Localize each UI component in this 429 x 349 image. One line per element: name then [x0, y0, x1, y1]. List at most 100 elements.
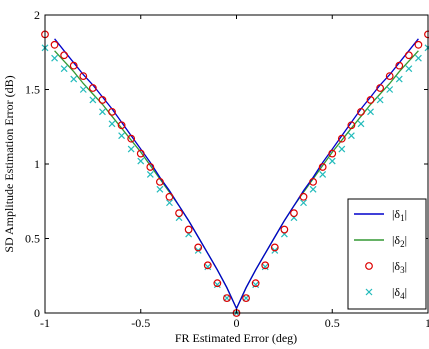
- point-stroke: [242, 294, 250, 302]
- point-s3: [395, 61, 404, 70]
- point-stroke: [367, 108, 374, 116]
- point-s4: [328, 157, 336, 165]
- point-s4: [137, 157, 145, 165]
- point-s3: [328, 149, 337, 158]
- legend-marker-s4: [365, 288, 373, 296]
- point-s3: [299, 192, 308, 201]
- legend-marker-s3: [365, 262, 373, 270]
- series-layer: [41, 30, 429, 317]
- point-stroke: [252, 281, 260, 289]
- point-s4: [89, 96, 97, 104]
- point-stroke: [137, 157, 145, 165]
- point-stroke: [166, 199, 173, 207]
- point-s4: [242, 294, 250, 302]
- point-s3: [127, 134, 136, 143]
- point-s4: [127, 145, 135, 153]
- point-s3: [242, 294, 250, 303]
- x-tick-label: 0.5: [325, 316, 340, 330]
- point-s3: [175, 209, 183, 218]
- x-tick-label: 1: [425, 316, 429, 330]
- point-s3: [50, 40, 59, 49]
- legend-label-s1: |δ1|: [392, 207, 407, 223]
- point-s4: [261, 263, 269, 271]
- point-s3: [404, 51, 413, 60]
- point-s4: [79, 86, 87, 93]
- point-s4: [386, 86, 394, 93]
- point-s4: [252, 281, 260, 289]
- point-s4: [347, 132, 355, 140]
- point-s4: [376, 96, 384, 104]
- point-stroke: [108, 120, 116, 128]
- point-s3: [290, 209, 298, 218]
- x-tick-label: -0.5: [131, 316, 150, 330]
- point-s4: [213, 281, 221, 289]
- point-s4: [357, 120, 365, 128]
- point-s3: [376, 84, 385, 92]
- point-stroke: [127, 145, 135, 153]
- point-s4: [108, 120, 116, 128]
- point-s3: [385, 72, 394, 80]
- point-s3: [136, 149, 145, 158]
- point-s4: [395, 75, 403, 83]
- x-tick-label: -1: [40, 316, 50, 330]
- point-s4: [309, 185, 317, 193]
- point-s3: [79, 72, 88, 80]
- point-s3: [184, 225, 193, 234]
- point-stroke: [118, 132, 126, 140]
- point-s4: [99, 108, 106, 116]
- point-s3: [318, 163, 327, 171]
- point-s3: [155, 177, 164, 186]
- x-tick-label: 0: [234, 316, 240, 330]
- point-s3: [69, 61, 78, 70]
- point-stroke: [386, 86, 394, 93]
- point-s3: [357, 107, 365, 116]
- point-s4: [405, 65, 413, 73]
- point-s4: [204, 263, 212, 271]
- point-s3: [366, 96, 375, 104]
- point-s3: [251, 279, 260, 288]
- y-tick-label: 1: [34, 157, 40, 171]
- y-axis-label: SD Amplitude Estimation Error (dB): [2, 75, 16, 252]
- point-s3: [117, 121, 126, 130]
- point-stroke: [213, 281, 221, 289]
- point-stroke: [319, 171, 327, 178]
- ticks-layer: -1 -0.5 0 0.5 1 0 0.5 1 1.5 2: [25, 8, 429, 330]
- plot-frame: [44, 14, 429, 314]
- point-s4: [70, 75, 78, 83]
- point-stroke: [70, 75, 78, 83]
- point-s3: [223, 294, 231, 303]
- point-s4: [118, 132, 126, 140]
- point-stroke: [156, 185, 164, 193]
- y-tick-label: 1.5: [25, 83, 40, 97]
- point-s4: [60, 65, 68, 73]
- point-stroke: [204, 263, 212, 271]
- point-s3: [414, 40, 423, 49]
- point-s4: [223, 294, 231, 302]
- point-s3: [98, 96, 107, 104]
- legend-label-s2: |δ2|: [392, 233, 407, 249]
- point-stroke: [395, 75, 403, 83]
- point-s4: [51, 54, 58, 62]
- point-s3: [203, 261, 212, 270]
- point-stroke: [89, 96, 97, 104]
- point-s3: [347, 121, 356, 130]
- point-s3: [146, 163, 155, 171]
- y-tick-label: 0: [34, 306, 40, 320]
- point-stroke: [405, 65, 413, 73]
- point-s4: [415, 54, 422, 62]
- point-s3: [270, 243, 279, 252]
- y-tick-label: 0.5: [25, 232, 40, 246]
- point-s4: [319, 171, 327, 178]
- point-s3: [108, 107, 116, 116]
- legend-box: [347, 198, 427, 310]
- point-s3: [337, 134, 346, 143]
- point-s3: [60, 51, 69, 60]
- point-s4: [338, 145, 346, 153]
- point-s3: [309, 177, 318, 186]
- point-s4: [367, 108, 374, 116]
- legend: |δ1| |δ2| |δ3| |δ4|: [347, 198, 427, 310]
- point-stroke: [357, 120, 365, 128]
- point-stroke: [328, 157, 336, 165]
- point-stroke: [79, 86, 87, 93]
